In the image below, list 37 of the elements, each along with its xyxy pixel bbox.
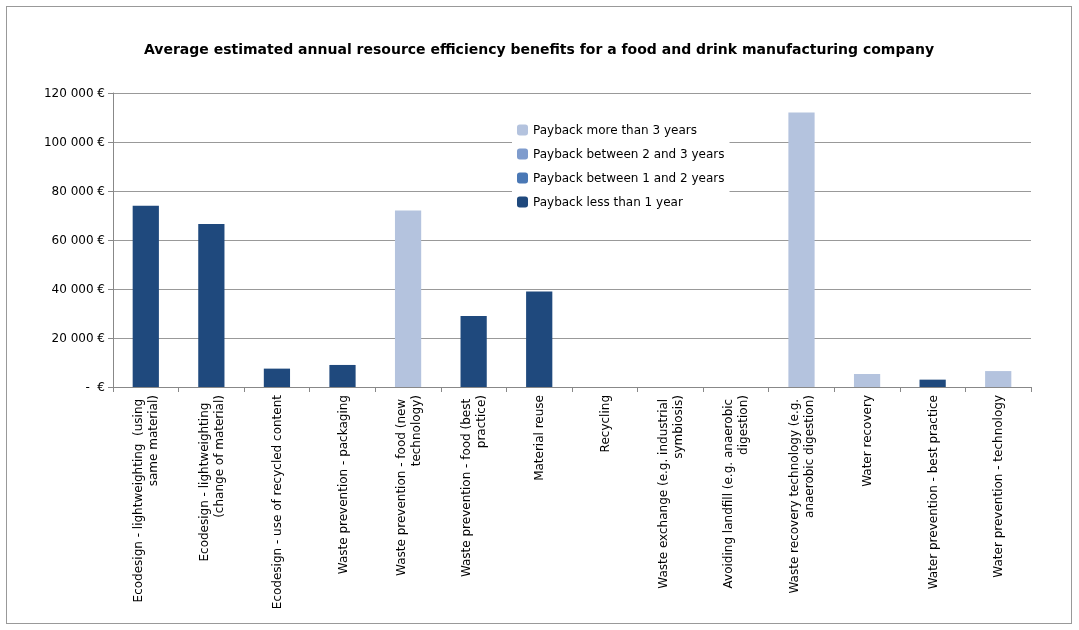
x-tick-label: Waste prevention - food (best practice): [459, 395, 489, 578]
x-tick-label: Waste exchange (e.g. industrial symbiosis): [655, 395, 685, 589]
x-tick-label: Recycling: [597, 395, 612, 453]
chart-title: Average estimated annual resource efficiency benefits for a food and drink manufacturing company: [143, 41, 935, 57]
x-tick-label: Avoiding landfill (e.g. anaerobic digestion): [721, 395, 751, 589]
bar: [394, 210, 422, 387]
bar: [329, 364, 356, 387]
bar: [788, 112, 815, 387]
y-tick-label: - €: [85, 380, 105, 394]
x-tick-label: Ecodesign - lightweighting (using same material): [131, 395, 161, 603]
bar: [132, 205, 159, 387]
x-tick-label: Water prevention - best practice: [925, 395, 940, 590]
bar: [919, 379, 946, 387]
bar: [198, 224, 225, 387]
legend-label: Payback more than 3 years: [533, 123, 697, 137]
bar: [263, 368, 291, 387]
bar: [853, 374, 881, 387]
x-tick-label: Ecodesign - use of recycled content: [269, 394, 284, 610]
x-tick-label: Waste prevention - food (new technology): [393, 395, 423, 576]
x-tick-label: Ecodesign - lightweighting (change of material): [196, 395, 226, 562]
x-tick-label: Water prevention - technology: [991, 395, 1006, 578]
x-tick-label: Waste prevention - packaging: [335, 395, 350, 575]
y-tick-label: 40 000 €: [51, 282, 105, 296]
y-tick-label: 80 000 €: [51, 184, 105, 198]
x-tick-label: Material reuse: [532, 395, 547, 481]
bar: [526, 291, 553, 387]
bar: [985, 371, 1012, 387]
bar: [460, 315, 487, 387]
legend-label: Payback less than 1 year: [533, 195, 683, 209]
y-tick-label: 20 000 €: [51, 331, 105, 345]
x-tick-label: Waste recovery technology (e.g. anaerobic digestion): [787, 395, 816, 594]
legend-label: Payback between 1 and 2 years: [533, 171, 725, 185]
y-tick-label: 120 000 €: [43, 86, 105, 100]
y-tick-label: 100 000 €: [43, 135, 105, 149]
legend-label: Payback between 2 and 3 years: [533, 147, 725, 161]
x-tick-label: Water recovery: [860, 395, 875, 487]
y-tick-label: 60 000 €: [51, 233, 105, 247]
